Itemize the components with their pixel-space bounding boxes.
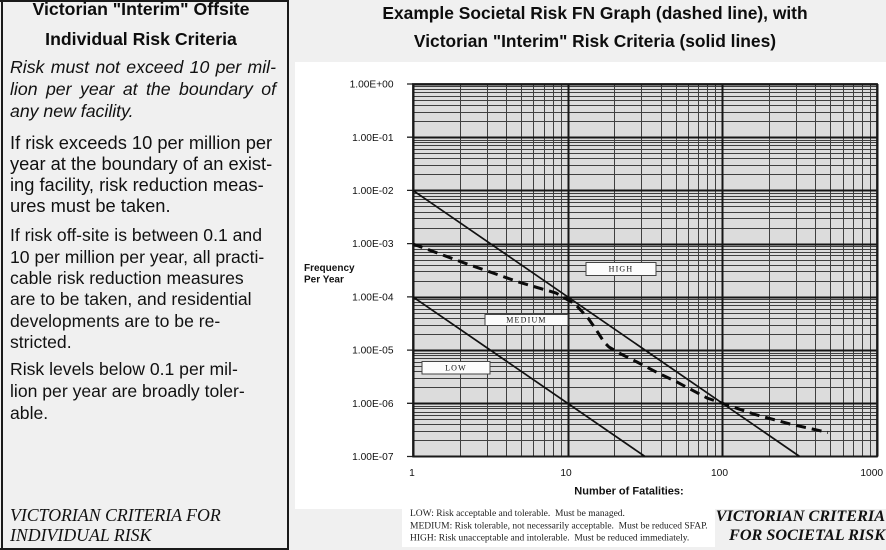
svg-text:10: 10: [560, 468, 572, 479]
svg-text:Number of Fatalities:: Number of Fatalities:: [574, 486, 683, 498]
svg-text:LOW: Risk acceptable and toler: LOW: Risk acceptable and tolerable. Must…: [410, 509, 625, 519]
svg-text:MEDIUM: MEDIUM: [506, 316, 547, 325]
svg-text:MEDIUM: Risk tolerable, not ne: MEDIUM: Risk tolerable, not necessarily …: [410, 521, 708, 531]
svg-text:LOW: LOW: [445, 363, 467, 372]
svg-text:1.00E-04: 1.00E-04: [352, 293, 394, 304]
svg-text:1.00E-03: 1.00E-03: [352, 239, 394, 250]
svg-text:1000: 1000: [860, 468, 883, 479]
svg-text:Frequency: Frequency: [304, 263, 355, 274]
svg-text:Per Year: Per Year: [304, 274, 344, 285]
svg-text:1.00E-06: 1.00E-06: [352, 399, 394, 410]
svg-text:1: 1: [409, 468, 415, 479]
svg-text:1.00E-07: 1.00E-07: [352, 452, 394, 463]
svg-text:1.00E-01: 1.00E-01: [352, 133, 394, 144]
svg-text:1.00E-05: 1.00E-05: [352, 346, 394, 357]
svg-text:1.00E-02: 1.00E-02: [352, 186, 394, 197]
svg-text:100: 100: [711, 468, 728, 479]
svg-text:HIGH: HIGH: [609, 265, 634, 274]
svg-text:HIGH: Risk unacceptable and in: HIGH: Risk unacceptable and intolerable.…: [410, 533, 689, 543]
svg-text:1.00E+00: 1.00E+00: [350, 80, 394, 91]
